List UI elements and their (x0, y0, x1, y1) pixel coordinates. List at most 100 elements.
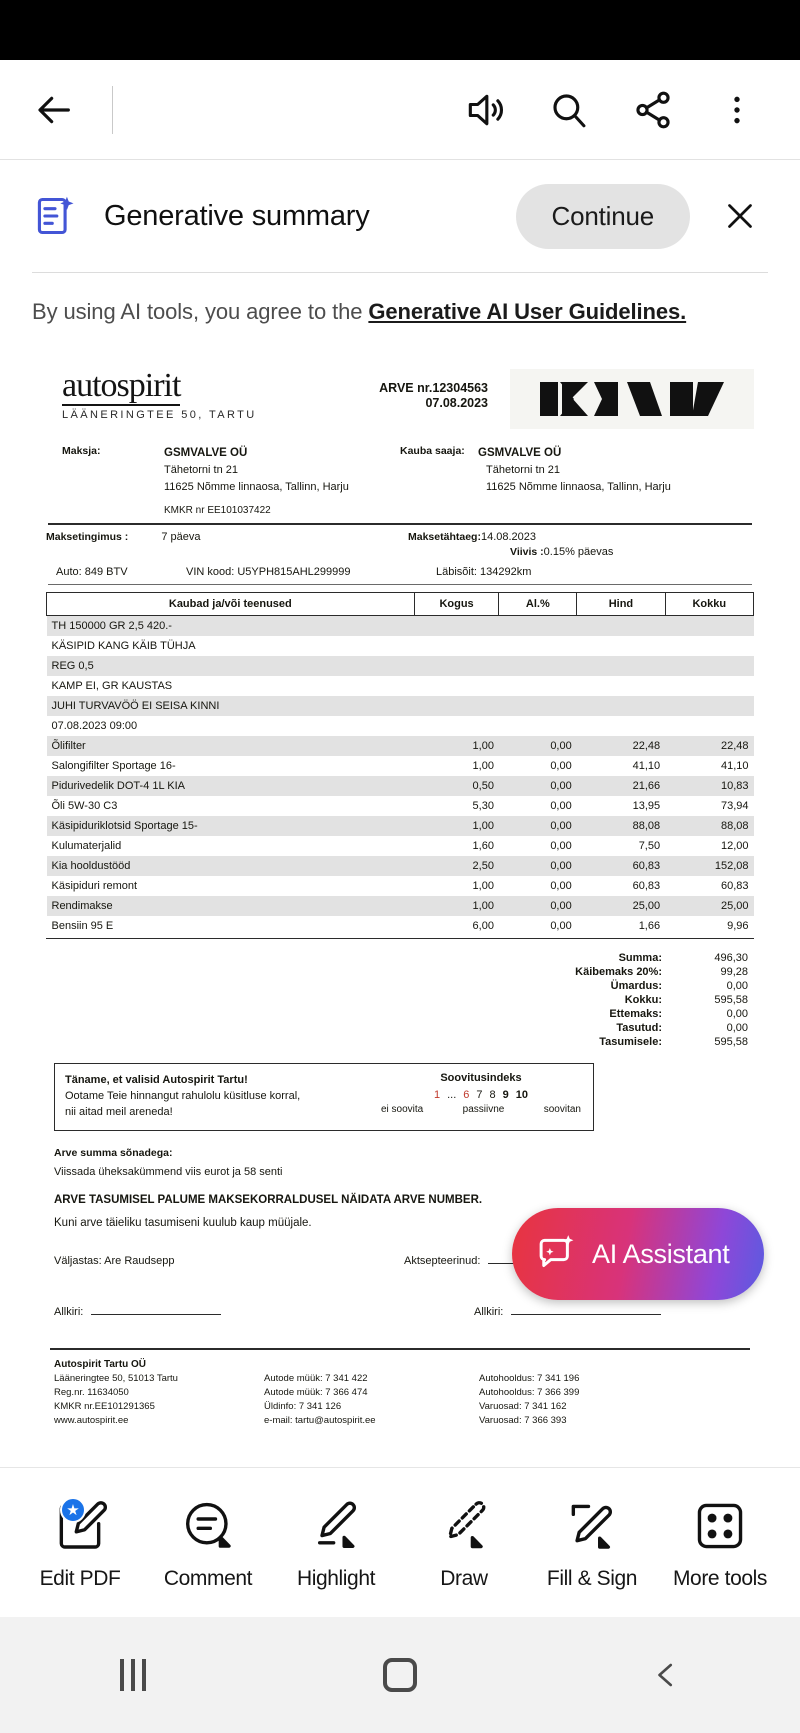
autospirit-wordmark: autospirit (62, 367, 181, 406)
nps-labels: ei soovita passiivne soovitan (379, 1104, 583, 1115)
cell-quantity: 1,00 (472, 759, 494, 772)
totals-value: 0,00 (726, 1022, 748, 1035)
ai-assistant-button[interactable]: AI Assistant (512, 1208, 764, 1300)
signature-left-label: Allkiri: (54, 1306, 84, 1319)
invoice-document: autospirit LÄÄNERINGTEE 50, TARTU ARVE n… (32, 347, 768, 1428)
nav-back-icon[interactable] (607, 1645, 727, 1705)
totals-label: Ümardus: (610, 980, 662, 993)
ai-assistant-label: AI Assistant (592, 1238, 730, 1269)
nps-option-9[interactable]: 9 (502, 1089, 509, 1102)
tool-fill-sign[interactable]: Fill & Sign (530, 1495, 654, 1591)
cell-price: 60,83 (632, 879, 661, 892)
cell-discount: 0,00 (498, 895, 577, 916)
table-row: Käsipiduri remont 1,00 0,00 60,83 60,83 (47, 876, 754, 896)
home-icon[interactable] (340, 1645, 460, 1705)
payment-terms-value: 7 päeva (161, 530, 201, 543)
nps-option-8[interactable]: 8 (489, 1089, 496, 1102)
tool-edit-pdf[interactable]: ★ Edit PDF (18, 1495, 142, 1591)
cell-description: Õlifilter (46, 735, 415, 756)
fill-sign-icon (564, 1495, 620, 1557)
ai-guidelines-link[interactable]: Generative AI User Guidelines. (368, 299, 687, 324)
note-text: KAMP EI, GR KAUSTAS (51, 679, 173, 692)
totals-row: Kokku: 595,58 (575, 993, 748, 1007)
invoice-number: ARVE nr.12304563 (379, 381, 488, 395)
due-date-value: 14.08.2023 (480, 530, 537, 543)
totals-value: 496,30 (714, 952, 748, 965)
invoice-number-block: ARVE nr.12304563 07.08.2023 (276, 369, 510, 411)
continue-button[interactable]: Continue (515, 183, 690, 249)
nps-option-10[interactable]: 10 (515, 1089, 529, 1102)
footer-line: Reg.nr. 11634050 (54, 1386, 129, 1398)
tool-highlight[interactable]: Highlight (274, 1495, 398, 1591)
cell-quantity: 0,50 (414, 775, 499, 796)
generative-summary-title: Generative summary (104, 199, 370, 232)
edit-pdf-icon: ★ (52, 1495, 108, 1557)
note-text: KÄSIPID KANG KÄIB TÜHJA (51, 639, 196, 652)
nps-option-1[interactable]: 1 (433, 1089, 441, 1102)
nps-left-label: ei soovita (381, 1104, 424, 1116)
footer-line: e-mail: tartu@autospirit.ee (264, 1414, 376, 1426)
nps-option-7[interactable]: 7 (476, 1089, 483, 1102)
feedback-line2: Ootame Teie hinnangut rahulolu küsitluse… (65, 1090, 301, 1103)
tool-label: Fill & Sign (546, 1566, 638, 1590)
nps-scale[interactable]: 1... 6 7 8 9 10 (379, 1089, 583, 1101)
header-total: Kokku (664, 591, 755, 616)
toolbar-divider (112, 85, 113, 134)
parties-section: Maksja: GSMVALVE OÜ Tähetorni tn 21 1162… (46, 445, 754, 516)
feedback-line3: nii aitad meil areneda! (65, 1106, 173, 1119)
nps-option-6[interactable]: 6 (463, 1089, 470, 1102)
footer-line: Varuosad: 7 366 393 (479, 1414, 567, 1426)
invoice-footer: Autospirit Tartu OÜ Lääneringtee 50, 510… (46, 1358, 754, 1428)
cell-description: Kia hooldustööd (46, 855, 415, 876)
amount-words-label: Arve summa sõnadega: (54, 1147, 173, 1160)
search-icon[interactable] (538, 79, 600, 141)
nps-option-...[interactable]: ... (447, 1089, 457, 1102)
footer-col-company: Autospirit Tartu OÜ Lääneringtee 50, 510… (54, 1358, 264, 1428)
totals-label: Ettemaks: (609, 1008, 662, 1021)
payer-street: Tähetorni tn 21 (164, 464, 238, 476)
totals-table: Summa: 496,30 Käibemaks 20%: 99,28 Ümardus: 0… (575, 951, 748, 1049)
vehicle-mileage: Läbisõit: 134292km (436, 565, 532, 578)
tool-label: Comment (163, 1566, 253, 1590)
header-discount: Al.% (498, 591, 578, 616)
cell-price: 21,66 (576, 775, 666, 796)
tool-more-tools[interactable]: More tools (658, 1495, 782, 1591)
totals-value: 595,58 (714, 994, 748, 1007)
amount-words-value: Viissada üheksakümmend viis eurot ja 58 … (54, 1166, 283, 1179)
accepted-label: Aktsepteerinud: (404, 1255, 481, 1268)
pdf-page-container[interactable]: autospirit LÄÄNERINGTEE 50, TARTU ARVE n… (0, 347, 800, 1428)
tool-comment[interactable]: Comment (146, 1495, 270, 1591)
back-arrow-icon[interactable] (28, 83, 82, 137)
cell-price: 88,08 (576, 815, 666, 836)
tool-label: Draw (440, 1566, 488, 1590)
cell-total: 22,48 (665, 735, 754, 756)
nps-mid-label: passiivne (462, 1104, 505, 1116)
more-vertical-icon[interactable] (706, 79, 768, 141)
table-body: TH 150000 GR 2,5 420.- KÄSIPID KANG KÄIB … (46, 615, 754, 936)
share-icon[interactable] (622, 79, 684, 141)
header-quantity: Kogus (413, 591, 500, 616)
payer-city: 11625 Nõmme linnaosa, Tallinn, Harju (164, 481, 349, 493)
totals-value: 595,58 (714, 1036, 748, 1049)
comment-icon (180, 1495, 236, 1557)
nps-title: Soovitusindeks (440, 1072, 522, 1085)
payment-notice: ARVE TASUMISEL PALUME MAKSEKORRALDUSEL N… (54, 1194, 483, 1207)
cell-discount: 0,00 (550, 919, 572, 932)
cell-price: 60,83 (576, 855, 666, 876)
cell-total: 12,00 (720, 839, 749, 852)
payer-vat: KMKR nr EE101037422 (164, 505, 271, 516)
payer-label: Maksja: (62, 445, 101, 457)
tool-draw[interactable]: Draw (402, 1495, 526, 1591)
totals-value: 0,00 (726, 980, 748, 993)
table-note-row: 07.08.2023 09:00 (47, 716, 754, 736)
speaker-icon[interactable] (454, 79, 516, 141)
close-icon[interactable] (712, 188, 768, 244)
interest-value: 0.15% päevas (543, 545, 614, 558)
recents-icon[interactable] (73, 1645, 193, 1705)
ai-disclaimer: By using AI tools, you agree to the Gene… (0, 273, 800, 325)
vehicle-info: Auto: 849 BTV VIN kood: U5YPH815AHL29999… (46, 566, 754, 578)
footer-line: KMKR nr.EE101291365 (54, 1400, 155, 1412)
signature-right-label: Allkiri: (474, 1306, 504, 1319)
cell-price: 13,95 (632, 799, 661, 812)
feedback-text: Täname, et valisid Autospirit Tartu! Oot… (65, 1072, 365, 1120)
